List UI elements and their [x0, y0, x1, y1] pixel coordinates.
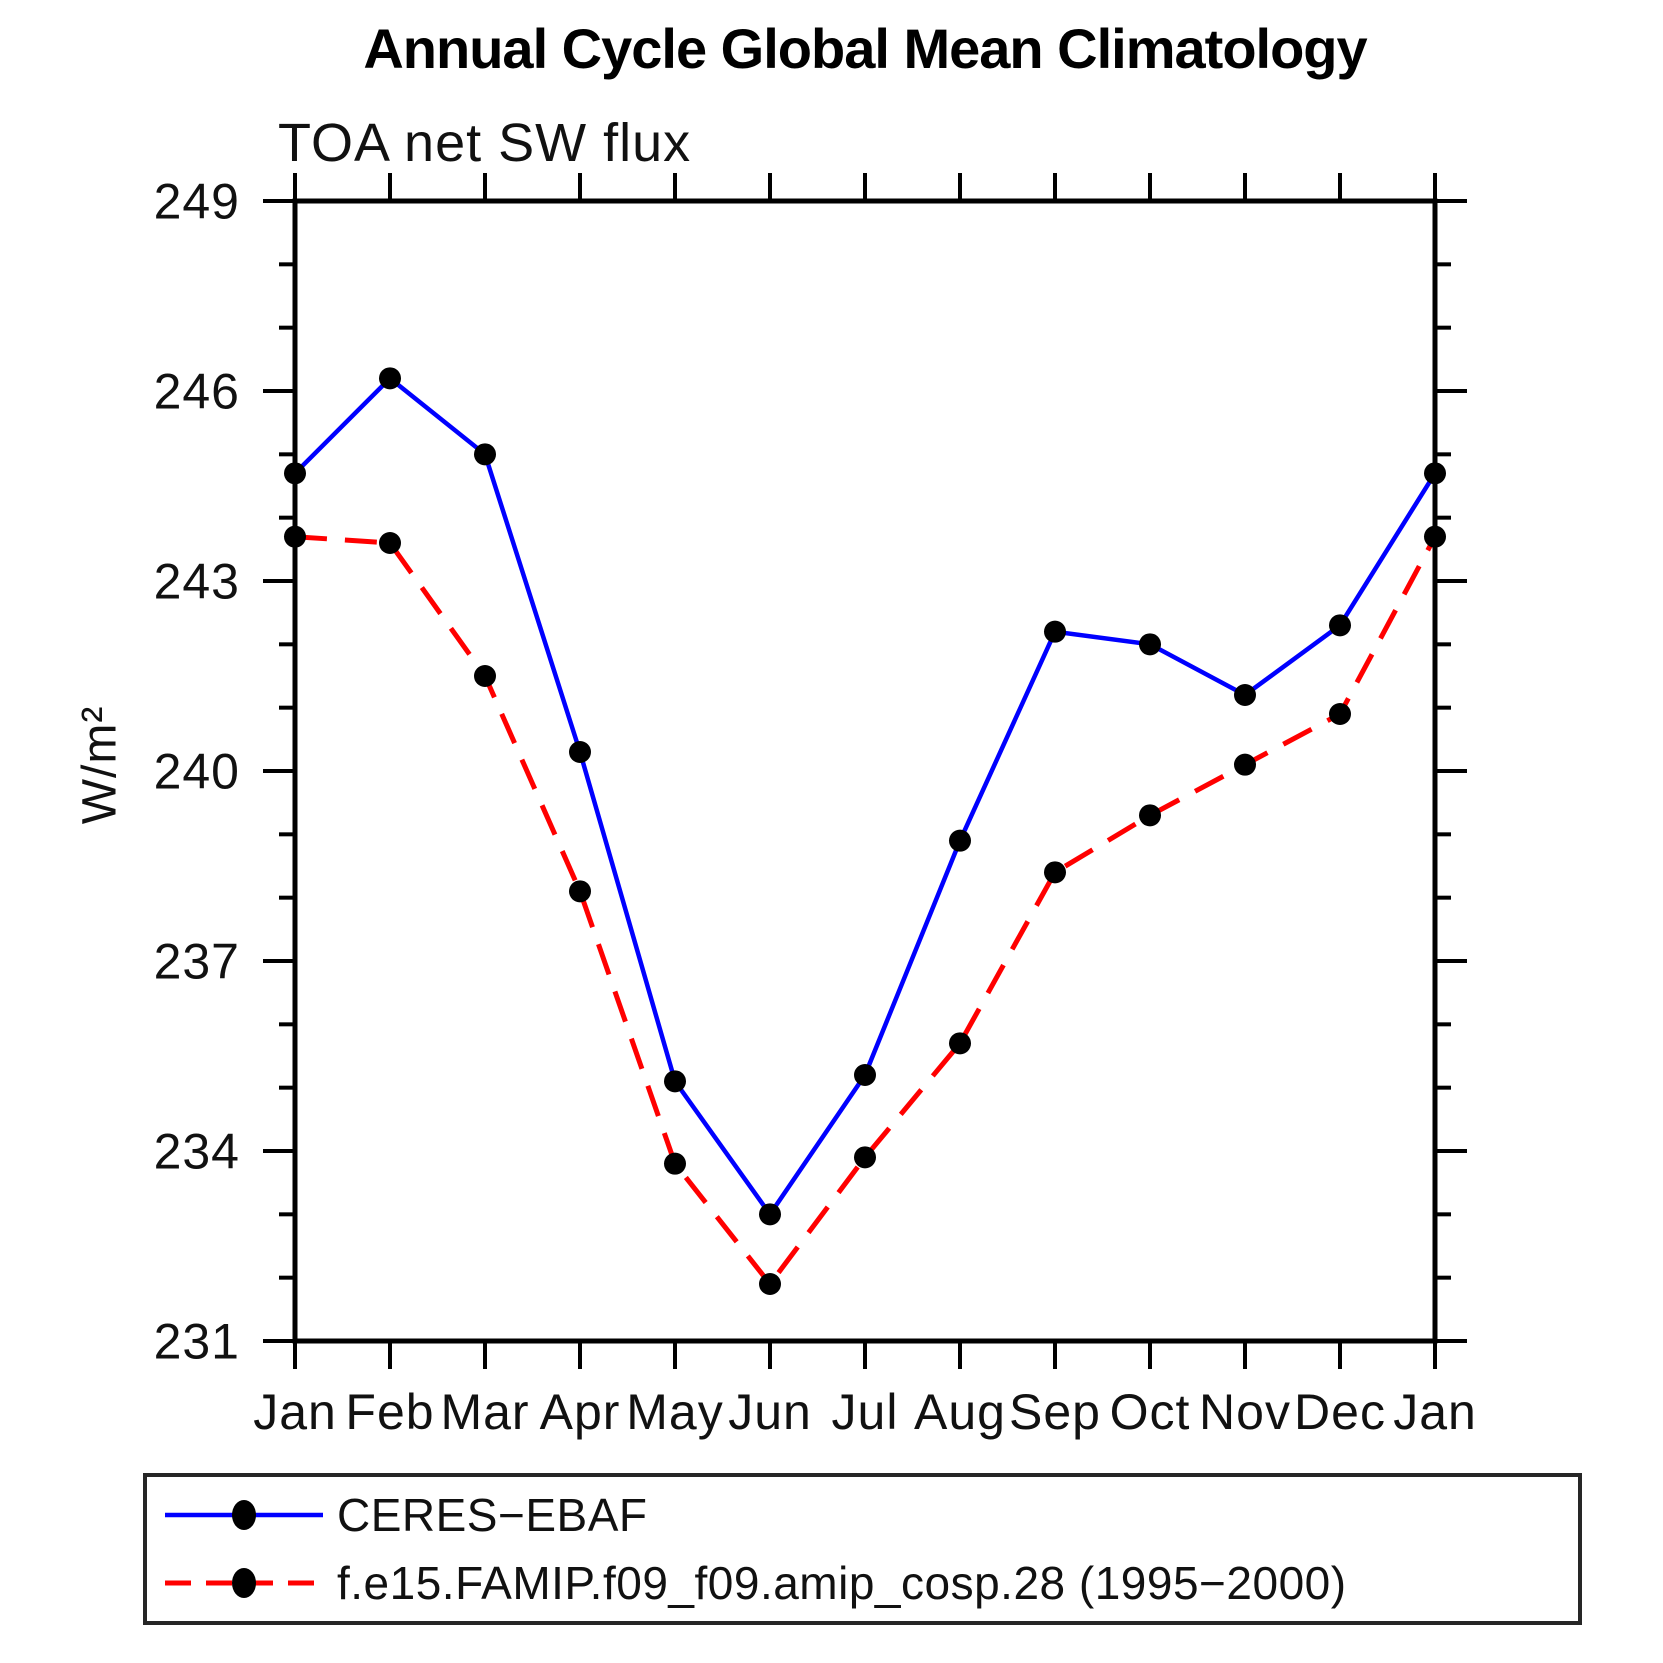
x-tick-label: Dec: [1294, 1384, 1386, 1440]
y-tick-label: 240: [154, 744, 240, 800]
legend-entry-ceres: CERES−EBAF: [147, 1481, 1578, 1549]
x-tick-label: May: [626, 1384, 723, 1440]
data-point-marker: [474, 443, 496, 466]
legend-entry-model: f.e15.FAMIP.f09_f09.amip_cosp.28 (1995−2…: [147, 1549, 1578, 1617]
legend-swatch-model: [165, 1568, 323, 1598]
legend-swatch-ceres: [165, 1500, 323, 1530]
data-point-marker: [1234, 753, 1256, 776]
data-point-marker: [949, 829, 971, 852]
x-tick-label: Feb: [345, 1384, 434, 1440]
legend-marker-dot-icon: [232, 1500, 256, 1530]
data-point-marker: [379, 532, 401, 554]
data-point-marker: [284, 462, 306, 485]
data-point-marker: [854, 1146, 876, 1169]
data-point-marker: [379, 367, 401, 390]
series-line-dashed: [294, 534, 1438, 1289]
data-point-marker: [474, 665, 496, 687]
data-point-marker: [1044, 861, 1066, 884]
series-line-solid: [293, 375, 1437, 1219]
x-tick-label: Sep: [1009, 1384, 1101, 1440]
y-tick-label: 234: [154, 1124, 240, 1180]
y-tick-label: 243: [154, 554, 240, 610]
legend-box: CERES−EBAF f.e15.FAMIP.f09_f09.amip_cosp…: [143, 1473, 1582, 1625]
legend-label-ceres: CERES−EBAF: [337, 1489, 648, 1541]
data-point-marker: [664, 1070, 686, 1093]
data-point-marker: [1329, 703, 1351, 725]
x-tick-label: Nov: [1199, 1384, 1291, 1440]
data-point-marker: [664, 1152, 686, 1175]
data-point-marker: [854, 1064, 876, 1086]
axis-frame: [292, 198, 1438, 1344]
x-tick-label: Apr: [540, 1384, 621, 1440]
x-tick-label: Aug: [914, 1384, 1006, 1440]
data-point-marker: [284, 525, 306, 548]
legend-label-model: f.e15.FAMIP.f09_f09.amip_cosp.28 (1995−2…: [337, 1557, 1347, 1609]
data-point-marker: [1234, 684, 1256, 706]
data-point-marker: [759, 1203, 781, 1226]
y-tick-label: 231: [154, 1314, 240, 1370]
x-tick-label: Jul: [832, 1384, 899, 1440]
y-tick-label: 249: [154, 174, 240, 230]
data-point-marker: [759, 1273, 781, 1295]
x-tick-label: Jan: [1393, 1384, 1477, 1440]
data-point-marker: [1424, 525, 1446, 548]
x-tick-label: Jan: [253, 1384, 337, 1440]
data-point-marker: [569, 741, 591, 763]
data-point-marker: [1139, 633, 1161, 656]
data-point-marker: [1139, 804, 1161, 827]
legend-marker-dot-icon: [232, 1568, 256, 1598]
chart-subtitle: TOA net SW flux: [278, 113, 692, 173]
y-tick-label: 237: [154, 934, 240, 990]
data-point-marker: [1044, 620, 1066, 643]
data-point-marker: [1424, 462, 1446, 485]
data-point-marker: [1329, 614, 1351, 637]
data-point-marker: [569, 880, 591, 903]
x-tick-label: Oct: [1110, 1384, 1191, 1440]
chart-title: Annual Cycle Global Mean Climatology: [363, 17, 1367, 80]
y-tick-label: 246: [154, 364, 240, 420]
x-tick-label: Mar: [440, 1384, 529, 1440]
data-point-marker: [949, 1032, 971, 1055]
x-tick-label: Jun: [728, 1384, 812, 1440]
